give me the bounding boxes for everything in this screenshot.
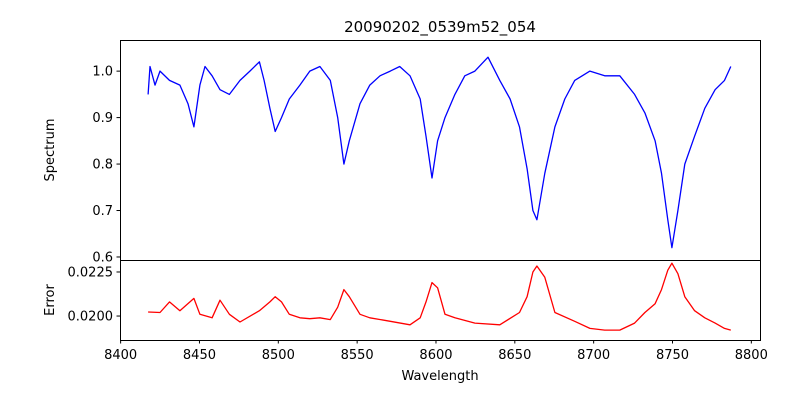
x-tick-label: 8450 <box>183 348 216 363</box>
spectrum-y-tick-label: 0.7 <box>92 204 113 219</box>
error-y-label: Error <box>43 284 58 316</box>
x-tick-label: 8750 <box>656 348 689 363</box>
error-axes-frame <box>120 260 761 341</box>
x-tick-label: 8800 <box>735 348 768 363</box>
spectrum-axes-frame <box>120 40 761 261</box>
error-y-tick-label: 0.0200 <box>68 310 114 325</box>
x-tick-label: 8650 <box>498 348 531 363</box>
x-tick-label: 8550 <box>341 348 374 363</box>
x-axis-label: Wavelength <box>401 369 478 384</box>
error-y-tick-label: 0.0225 <box>68 265 114 280</box>
spectrum-y-tick-label: 0.9 <box>92 111 113 126</box>
spectrum-y-tick-label: 1.0 <box>92 65 113 80</box>
spectrum-y-label: Spectrum <box>43 119 58 182</box>
x-tick-label: 8400 <box>104 348 137 363</box>
spectrum-line <box>147 56 732 249</box>
spectrum-y-tick-label: 0.6 <box>92 250 113 265</box>
chart-title: 20090202_0539m52_054 <box>344 18 536 37</box>
error-line <box>148 262 731 331</box>
x-tick-label: 8600 <box>419 348 452 363</box>
x-tick-label: 8500 <box>262 348 295 363</box>
x-tick-label: 8700 <box>577 348 610 363</box>
spectrum-y-tick-label: 0.8 <box>92 158 113 173</box>
